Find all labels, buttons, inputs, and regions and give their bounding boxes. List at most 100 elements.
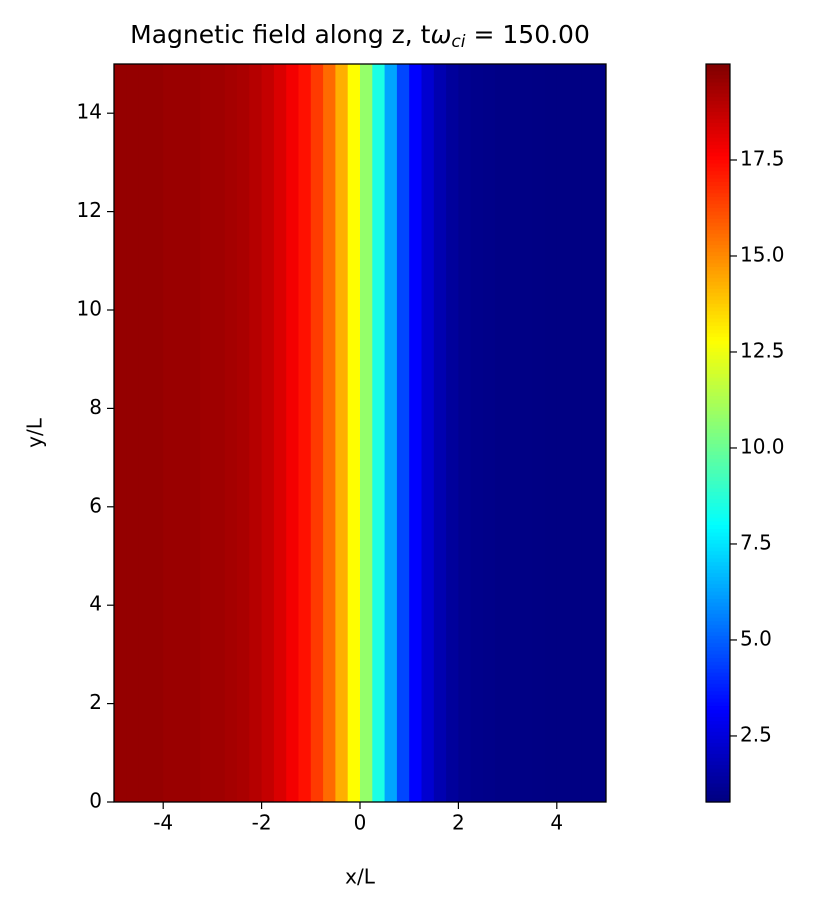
colorbar-segment <box>706 270 730 275</box>
y-axis-label: y/L <box>23 417 47 448</box>
y-tick-label: 14 <box>77 100 102 124</box>
heat-cell <box>507 64 521 802</box>
heat-cell <box>519 64 533 802</box>
heat-cell <box>433 64 447 802</box>
colorbar-segment <box>706 237 730 242</box>
colorbar-segment <box>706 558 730 563</box>
heat-cell <box>273 64 287 802</box>
heat-cell <box>212 64 226 802</box>
colorbar-segment <box>706 244 730 250</box>
colorbar-segment <box>706 602 730 608</box>
colorbar-segment <box>706 694 730 700</box>
colorbar-segment <box>706 130 730 135</box>
colorbar-segment <box>706 761 730 766</box>
heat-cell <box>175 64 189 802</box>
colorbar-segment <box>706 488 730 493</box>
colorbar-segment <box>706 196 730 202</box>
colorbar-segment <box>706 289 730 294</box>
colorbar-segment <box>706 126 730 132</box>
colorbar-tick-label: 10.0 <box>740 434 785 458</box>
colorbar-segment <box>706 783 730 788</box>
heat-cell <box>396 64 410 802</box>
colorbar-segment <box>706 252 730 257</box>
colorbar-segment <box>706 89 730 95</box>
colorbar-segment <box>706 742 730 748</box>
colorbar-segment <box>706 521 730 526</box>
colorbar-segment <box>706 359 730 364</box>
colorbar-segment <box>706 724 730 729</box>
colorbar-segment <box>706 189 730 194</box>
heat-cell <box>421 64 435 802</box>
heat-cell <box>581 64 595 802</box>
heat-cell <box>126 64 140 802</box>
heat-cell <box>261 64 275 802</box>
colorbar-segment <box>706 108 730 113</box>
heat-cell <box>470 64 484 802</box>
colorbar-segment <box>706 540 730 545</box>
colorbar-segment <box>706 344 730 349</box>
colorbar-segment <box>706 444 730 449</box>
colorbar-segment <box>706 381 730 386</box>
colorbar-segment <box>706 141 730 146</box>
colorbar-segment <box>706 754 730 759</box>
heat-cell <box>335 64 349 802</box>
colorbar-segment <box>706 632 730 637</box>
colorbar-segment <box>706 447 730 453</box>
colorbar-segment <box>706 469 730 475</box>
heat-cell <box>446 64 459 802</box>
colorbar-segment <box>706 292 730 298</box>
heat-cell <box>249 64 263 802</box>
colorbar-segment <box>706 148 730 154</box>
colorbar-segment <box>706 407 730 412</box>
colorbar-segment <box>706 418 730 423</box>
colorbar-segment <box>706 709 730 715</box>
colorbar-segment <box>706 510 730 515</box>
colorbar-segment <box>706 340 730 346</box>
colorbar-segment <box>706 307 730 312</box>
colorbar-segment <box>706 517 730 523</box>
colorbar-segment <box>706 322 730 327</box>
heat-cell <box>483 64 496 802</box>
colorbar-segment <box>706 477 730 482</box>
colorbar-segment <box>706 100 730 106</box>
colorbar-segment <box>706 134 730 139</box>
colorbar-segment <box>706 266 730 272</box>
colorbar-segment <box>706 547 730 552</box>
colorbar-segment <box>706 64 730 69</box>
colorbar-segment <box>706 137 730 143</box>
colorbar-segment <box>706 728 730 733</box>
chart-title: Magnetic field along z, tωci = 150.00 <box>130 20 590 52</box>
colorbar-segment <box>706 706 730 711</box>
colorbar-segment <box>706 473 730 478</box>
colorbar-segment <box>706 595 730 600</box>
colorbar-segment <box>706 433 730 438</box>
colorbar-segment <box>706 152 730 157</box>
colorbar-segment <box>706 318 730 323</box>
colorbar-segment <box>706 263 730 268</box>
y-tick-label: 2 <box>89 690 102 714</box>
colorbar-segment <box>706 182 730 187</box>
heat-cell <box>347 64 361 802</box>
heat-cell <box>532 64 545 802</box>
colorbar-segment <box>706 683 730 689</box>
colorbar-segment <box>706 757 730 763</box>
y-tick-label: 12 <box>77 198 102 222</box>
colorbar-segment <box>706 554 730 560</box>
colorbar-segment <box>706 145 730 150</box>
colorbar-segment <box>706 351 730 357</box>
colorbar-segment <box>706 429 730 434</box>
title-text: Magnetic field along z, t <box>130 20 431 49</box>
colorbar-segment <box>706 385 730 390</box>
colorbar-segment <box>706 514 730 519</box>
colorbar-segment <box>706 218 730 224</box>
colorbar-tick-label: 17.5 <box>740 146 785 170</box>
colorbar-tick-label: 2.5 <box>740 722 772 746</box>
colorbar-segment <box>706 255 730 261</box>
colorbar-segment <box>706 337 730 342</box>
heat-cell <box>569 64 582 802</box>
colorbar-segment <box>706 215 730 220</box>
x-tick-label: 0 <box>354 811 367 835</box>
colorbar-segment <box>706 613 730 619</box>
colorbar-tick-label: 7.5 <box>740 530 772 554</box>
